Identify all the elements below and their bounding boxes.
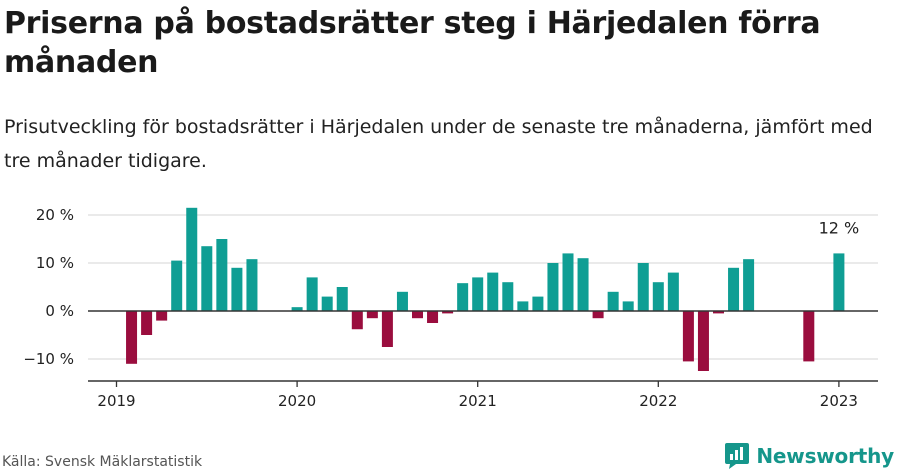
y-tick-label: 0 % [45, 302, 74, 320]
bar [577, 258, 589, 311]
y-tick-label: 10 % [36, 254, 74, 272]
bar [171, 260, 183, 311]
bar [472, 277, 484, 311]
bar [246, 259, 258, 311]
y-tick-label: −10 % [23, 350, 74, 368]
x-tick-label: 2023 [820, 392, 858, 410]
bar [396, 291, 408, 311]
bar [351, 311, 363, 330]
bar [306, 277, 318, 311]
bar [427, 311, 439, 323]
bar [201, 246, 213, 311]
bar [637, 263, 649, 311]
chart-title: Priserna på bostadsrätter steg i Härjeda… [4, 6, 821, 80]
x-tick-label: 2019 [97, 392, 135, 410]
y-tick-label: 20 % [36, 206, 74, 224]
bar [412, 311, 423, 319]
bar [622, 301, 634, 311]
bar-value-annotation: 12 % [819, 218, 860, 237]
chart-subtitle: Prisutveckling för bostadsrätter i Härje… [4, 116, 873, 172]
bar [517, 301, 529, 311]
bar [607, 291, 619, 311]
bar [502, 282, 514, 311]
x-tick-label: 2020 [278, 392, 316, 410]
bar [652, 282, 664, 311]
bar [562, 253, 574, 311]
bar [487, 272, 499, 311]
bar [126, 311, 138, 364]
bar [728, 267, 740, 311]
bar [743, 259, 755, 311]
bar [442, 311, 454, 314]
bar [336, 287, 348, 311]
bar [186, 207, 198, 311]
bar [833, 253, 845, 311]
bar [156, 311, 168, 321]
bar [547, 263, 559, 311]
source-note: Källa: Svensk Mäklarstatistik [2, 454, 203, 470]
bar-chart: −10 % 0 % 10 % 20 % 2019 2020 2021 2022 2023 12 % [23, 206, 878, 410]
bar [457, 283, 469, 311]
bar [592, 311, 604, 319]
bar [713, 311, 724, 314]
bar [381, 311, 393, 347]
bar [231, 267, 243, 311]
bar [682, 311, 694, 362]
newsworthy-logo-icon [725, 443, 750, 469]
bar [216, 239, 228, 311]
brand-logo[interactable]: Newsworthy [724, 442, 894, 470]
bar [366, 311, 378, 319]
x-tick-label: 2022 [639, 392, 677, 410]
bar [532, 296, 544, 311]
bar [803, 311, 815, 362]
bar [697, 311, 709, 371]
bar [321, 296, 333, 311]
x-tick-label: 2021 [459, 392, 497, 410]
bar [667, 272, 679, 311]
bar [291, 307, 303, 311]
brand-name: Newsworthy [756, 444, 894, 468]
bar [141, 311, 153, 335]
